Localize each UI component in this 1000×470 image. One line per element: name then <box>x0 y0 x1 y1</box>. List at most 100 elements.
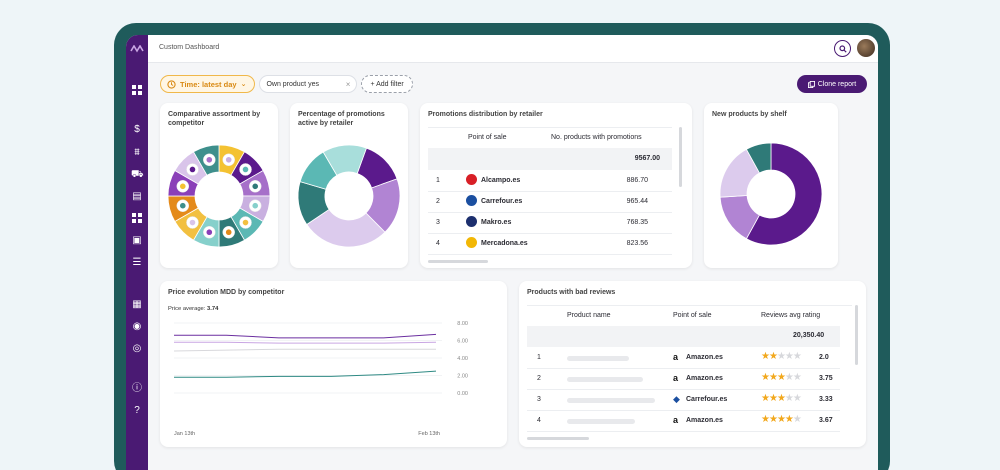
rating-value: 3.75 <box>819 375 833 382</box>
app-window: $ ⩩ ⛟ ▤ ▣ ☰ ▦ ◉ ◎ ⓘ ? Custom Dashboard ⌄… <box>126 35 878 470</box>
compass-icon[interactable]: ◉ <box>132 321 142 332</box>
point-of-sale: Carrefour.es <box>686 396 728 403</box>
donut-slice[interactable] <box>322 144 367 176</box>
star-icon: ★ <box>761 351 770 362</box>
promotions-active-donut-chart <box>297 144 401 248</box>
retailer-logo-mark <box>179 183 186 190</box>
table-row[interactable]: 1 Alcampo.es 886.70 <box>420 170 692 191</box>
y-tick-label: 2.00 <box>457 374 468 380</box>
card-title: Percentage of promotions active by retai… <box>298 111 385 127</box>
star-icon: ★ <box>792 372 802 383</box>
table-row[interactable]: 3 Makro.es 768.35 <box>420 212 692 233</box>
bad-reviews-card: Products with bad reviews Product name P… <box>519 281 866 447</box>
add-filter-button[interactable]: + Add filter <box>361 75 413 93</box>
dashboard-icon[interactable] <box>131 85 143 97</box>
card-title: Price evolution MDD by competitor <box>168 289 285 296</box>
time-filter-label: Time: latest day <box>180 79 237 89</box>
assortment-card: Comparative assortment by competitor <box>160 103 278 268</box>
table-row[interactable]: 2 Carrefour.es 965.44 <box>420 191 692 212</box>
clone-report-label: Clone report <box>817 80 857 88</box>
product-name-placeholder <box>567 419 635 424</box>
row-index: 1 <box>537 354 541 361</box>
vertical-scrollbar[interactable] <box>855 305 858 365</box>
series-line[interactable] <box>174 370 437 378</box>
star-icon: ★ <box>792 351 802 362</box>
donut-slice[interactable] <box>306 208 386 248</box>
point-of-sale: Amazon.es <box>686 375 723 382</box>
column-header-pos: Point of sale <box>673 312 712 319</box>
product-name-placeholder <box>567 377 643 382</box>
horizontal-scrollbar[interactable] <box>527 437 589 440</box>
promo-count: 965.44 <box>626 198 648 205</box>
avatar[interactable] <box>857 39 875 57</box>
column-header-num: No. products with promotions <box>551 134 642 141</box>
retailer-name: Alcampo.es <box>481 177 521 184</box>
store-icon[interactable]: ▤ <box>132 191 142 202</box>
list-icon[interactable]: ☰ <box>132 257 142 268</box>
layout-icon[interactable]: ▦ <box>132 299 142 310</box>
star-rating: ★★★★★ <box>761 414 802 425</box>
point-of-sale: Amazon.es <box>686 417 723 424</box>
close-icon[interactable]: × <box>345 79 351 89</box>
clone-report-button[interactable]: Clone report <box>797 75 867 93</box>
promotions-active-card: Percentage of promotions active by retai… <box>290 103 408 268</box>
row-index: 4 <box>436 240 440 247</box>
broadcast-icon[interactable]: ◎ <box>132 343 142 354</box>
time-filter-chip[interactable]: Time: latest day ⌄ <box>160 75 256 93</box>
retailer-logo-mark <box>252 202 259 209</box>
dollar-icon[interactable]: $ <box>134 124 140 135</box>
own-product-filter-chip[interactable]: Own product yes × <box>259 75 358 93</box>
search-button[interactable] <box>834 40 851 57</box>
shelf-icon[interactable]: ⩩ <box>134 147 140 158</box>
own-product-label: Own product yes <box>266 80 319 88</box>
star-icon: ★ <box>776 372 786 383</box>
retailer-logo-mark <box>225 156 232 163</box>
star-icon: ★ <box>768 372 778 383</box>
cart-icon[interactable]: ⛟ <box>131 169 144 180</box>
amazon-logo-icon: a <box>673 415 679 425</box>
retailer-name: Mercadona.es <box>481 240 528 247</box>
retailer-logo-icon <box>466 174 477 185</box>
retailer-logo-icon <box>466 237 477 248</box>
star-icon: ★ <box>776 414 786 425</box>
horizontal-scrollbar[interactable] <box>428 260 488 263</box>
total-value: 20,350.40 <box>793 332 825 339</box>
price-line-chart: 0.00 2.00 4.00 6.00 8.00 Jan 13th Feb 13th <box>173 321 468 437</box>
retailer-name: Carrefour.es <box>481 198 523 205</box>
grid-icon[interactable] <box>131 213 143 225</box>
retailer-logo-mark <box>179 202 186 209</box>
promo-count: 886.70 <box>626 177 648 184</box>
card-title: Products with bad reviews <box>527 289 616 296</box>
promo-count: 768.35 <box>626 219 648 226</box>
retailer-logo-mark <box>242 219 249 226</box>
retailer-logo-mark <box>206 156 213 163</box>
rating-value: 2.0 <box>819 354 829 361</box>
price-evolution-card: Price evolution MDD by competitor Price … <box>160 281 507 447</box>
promo-count: 823.56 <box>626 240 648 247</box>
star-rating: ★★★★★ <box>761 393 802 404</box>
info-icon[interactable]: ⓘ <box>132 383 142 394</box>
table-row[interactable]: 4 a Amazon.es ★★★★★ 3.67 <box>519 410 866 431</box>
help-icon[interactable]: ? <box>134 405 140 416</box>
chevron-down-icon: ⌄ <box>240 81 247 88</box>
table-row[interactable]: 2 a Amazon.es ★★★★★ 3.75 <box>519 368 866 389</box>
table-row[interactable]: 3 ◆ Carrefour.es ★★★★★ 3.33 <box>519 389 866 410</box>
series-line[interactable] <box>173 348 436 352</box>
y-tick-label: 4.00 <box>457 356 468 362</box>
star-icon: ★ <box>792 414 802 425</box>
series-line[interactable] <box>174 341 437 344</box>
table-row[interactable]: 1 a Amazon.es ★★★★★ 2.0 <box>519 347 866 368</box>
donut-slice[interactable] <box>745 142 772 174</box>
donut-slice[interactable] <box>745 142 823 246</box>
vertical-scrollbar[interactable] <box>679 127 682 187</box>
star-icon: ★ <box>784 414 794 425</box>
series-line[interactable] <box>174 333 437 339</box>
star-icon: ★ <box>761 393 770 404</box>
retailer-logo-icon <box>466 216 477 227</box>
report-icon[interactable]: ▣ <box>132 235 142 246</box>
carrefour-logo-icon: ◆ <box>673 394 680 404</box>
table-row[interactable]: 4 Mercadona.es 823.56 <box>420 233 692 254</box>
card-title: Promotions distribution by retailer <box>428 111 543 118</box>
y-tick-label: 8.00 <box>457 321 468 327</box>
column-header-name: Product name <box>567 312 611 319</box>
